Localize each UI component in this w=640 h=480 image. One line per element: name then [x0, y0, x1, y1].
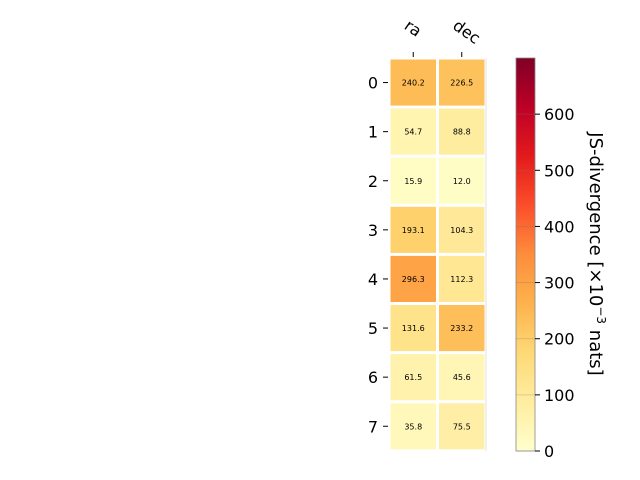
row-label: 4: [368, 270, 378, 289]
heatmap-cell: [390, 108, 436, 155]
colorbar-label-main: JS-divergence [×10: [585, 131, 606, 306]
cell-value-label: 104.3: [450, 226, 473, 235]
cell-value-label: 54.7: [404, 128, 422, 137]
cell-value-label: 12.0: [453, 177, 471, 186]
heatmap-cell: [439, 108, 485, 155]
cell-value-label: 15.9: [404, 177, 422, 186]
colorbar-tick-label: 100: [544, 386, 575, 405]
row-label: 7: [368, 417, 378, 436]
row-label: 6: [368, 368, 378, 387]
colorbar-tick-label: 200: [544, 330, 575, 349]
heatmap-cells: 240.2 226.5 54.7 88.8 15.9 12.0 193.1 104.3 296.…: [390, 58, 487, 451]
row-tick-labels: 0 1 2 3 4 5 6 7: [368, 74, 388, 436]
column-label: dec: [449, 16, 483, 48]
colorbar-tick-label: 300: [544, 274, 575, 293]
cell-value-label: 233.2: [450, 324, 473, 333]
heatmap-cell: [390, 403, 436, 450]
row-label: 2: [368, 172, 378, 191]
heatmap-cell: [390, 59, 436, 106]
heatmap-cell: [439, 59, 485, 106]
cell-value-label: 61.5: [404, 373, 422, 382]
heatmap-cell: [439, 354, 485, 401]
colorbar-tick-label: 400: [544, 217, 575, 236]
cell-value-label: 88.8: [453, 128, 471, 137]
heatmap-cell: [390, 354, 436, 401]
cell-value-label: 112.3: [450, 275, 473, 284]
colorbar: 0 100 200 300 400 500 600 JS-divergence [×10−3…: [515, 57, 608, 461]
colorbar-tick-label: 600: [544, 105, 575, 124]
heatmap-cell: [439, 255, 485, 302]
column-label: ra: [401, 16, 425, 41]
cell-value-label: 226.5: [450, 79, 473, 88]
heatmap-cell: [439, 157, 485, 204]
row-label: 5: [368, 319, 378, 338]
column-tick-labels: ra dec: [401, 16, 484, 57]
heatmap-cell: [390, 157, 436, 204]
cell-value-label: 45.6: [453, 373, 471, 382]
heatmap-cell: [439, 403, 485, 450]
cell-value-label: 240.2: [402, 79, 425, 88]
row-label: 1: [368, 123, 378, 142]
heatmap-cell: [390, 305, 436, 352]
heatmap-cell: [439, 206, 485, 253]
colorbar-ticks: 0 100 200 300 400 500 600: [516, 105, 575, 461]
cell-value-label: 75.5: [453, 422, 471, 431]
heatmap-cell: [439, 305, 485, 352]
colorbar-label: JS-divergence [×10−3 nats]: [585, 131, 608, 375]
cell-value-label: 131.6: [402, 324, 425, 333]
cell-value-label: 35.8: [404, 422, 422, 431]
cell-value-label: 193.1: [402, 226, 425, 235]
heatmap-cell: [390, 206, 436, 253]
cell-value-label: 296.3: [402, 275, 425, 284]
colorbar-gradient: [515, 57, 536, 452]
row-label: 3: [368, 221, 378, 240]
row-label: 0: [368, 74, 378, 93]
colorbar-tick-label: 0: [544, 442, 554, 461]
colorbar-label-end: nats]: [585, 324, 606, 376]
colorbar-label-exponent: −3: [594, 306, 608, 324]
heatmap-cell: [390, 255, 436, 302]
colorbar-tick-label: 500: [544, 161, 575, 180]
